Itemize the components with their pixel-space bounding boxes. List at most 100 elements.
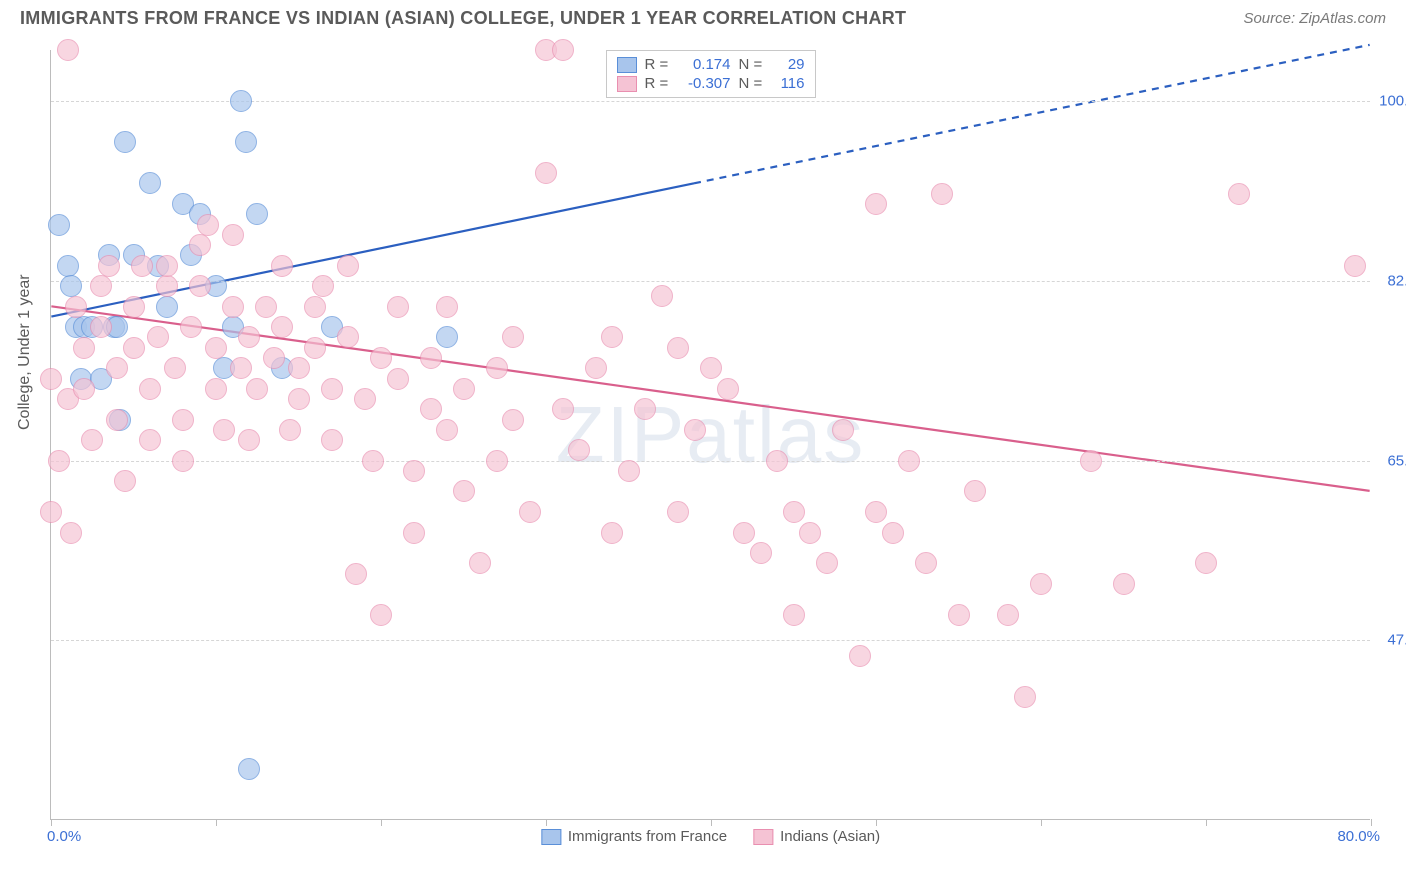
data-point [114, 131, 136, 153]
data-point [486, 357, 508, 379]
data-point [717, 378, 739, 400]
data-point [865, 193, 887, 215]
data-point [263, 347, 285, 369]
data-point [601, 326, 623, 348]
data-point [147, 326, 169, 348]
data-point [98, 255, 120, 277]
series-legend-item: Indians (Asian) [753, 828, 880, 845]
data-point [123, 296, 145, 318]
x-tick [51, 819, 52, 826]
data-point [733, 522, 755, 544]
x-tick [381, 819, 382, 826]
data-point [230, 357, 252, 379]
correlation-legend: R =0.174N =29R =-0.307N =116 [606, 50, 816, 98]
data-point [90, 275, 112, 297]
data-point [436, 296, 458, 318]
data-point [816, 552, 838, 574]
data-point [387, 368, 409, 390]
data-point [139, 378, 161, 400]
data-point [106, 357, 128, 379]
legend-n-value: 29 [775, 56, 805, 73]
data-point [172, 450, 194, 472]
data-point [552, 398, 574, 420]
data-point [568, 439, 590, 461]
data-point [139, 429, 161, 451]
data-point [519, 501, 541, 523]
data-point [337, 326, 359, 348]
data-point [849, 645, 871, 667]
data-point [304, 296, 326, 318]
legend-r-label: R = [645, 56, 673, 73]
legend-n-label: N = [739, 75, 767, 92]
x-min-label: 0.0% [47, 828, 81, 845]
legend-swatch [617, 76, 637, 92]
x-tick [1206, 819, 1207, 826]
data-point [832, 419, 854, 441]
data-point [73, 337, 95, 359]
data-point [238, 326, 260, 348]
data-point [865, 501, 887, 523]
data-point [73, 378, 95, 400]
chart-title: IMMIGRANTS FROM FRANCE VS INDIAN (ASIAN)… [20, 8, 906, 29]
legend-swatch [617, 57, 637, 73]
data-point [700, 357, 722, 379]
series-legend: Immigrants from France Indians (Asian) [541, 828, 880, 845]
legend-swatch [541, 829, 561, 845]
series-legend-item: Immigrants from France [541, 828, 727, 845]
data-point [403, 522, 425, 544]
chart-source: Source: ZipAtlas.com [1243, 10, 1386, 27]
data-point [40, 368, 62, 390]
data-point [370, 604, 392, 626]
data-point [667, 501, 689, 523]
data-point [799, 522, 821, 544]
data-point [948, 604, 970, 626]
data-point [213, 419, 235, 441]
data-point [172, 409, 194, 431]
data-point [1014, 686, 1036, 708]
data-point [123, 337, 145, 359]
data-point [90, 316, 112, 338]
data-point [997, 604, 1019, 626]
data-point [156, 296, 178, 318]
data-point [156, 255, 178, 277]
data-point [230, 90, 252, 112]
data-point [189, 234, 211, 256]
data-point [156, 275, 178, 297]
data-point [354, 388, 376, 410]
data-point [634, 398, 656, 420]
data-point [370, 347, 392, 369]
data-point [403, 460, 425, 482]
scatter-chart: ZIPatlas R =0.174N =29R =-0.307N =116 0.… [50, 50, 1370, 820]
data-point [750, 542, 772, 564]
data-point [222, 224, 244, 246]
x-tick [546, 819, 547, 826]
series-legend-label: Immigrants from France [568, 828, 727, 845]
data-point [271, 316, 293, 338]
data-point [65, 296, 87, 318]
legend-r-value: 0.174 [681, 56, 731, 73]
data-point [453, 480, 475, 502]
data-point [931, 183, 953, 205]
data-point [246, 203, 268, 225]
data-point [106, 409, 128, 431]
data-point [436, 326, 458, 348]
legend-r-label: R = [645, 75, 673, 92]
data-point [552, 39, 574, 61]
data-point [189, 275, 211, 297]
legend-r-value: -0.307 [681, 75, 731, 92]
legend-n-label: N = [739, 56, 767, 73]
y-axis-title: College, Under 1 year [16, 274, 34, 430]
data-point [667, 337, 689, 359]
data-point [1195, 552, 1217, 574]
data-point [898, 450, 920, 472]
data-point [345, 563, 367, 585]
data-point [535, 162, 557, 184]
data-point [40, 501, 62, 523]
data-point [964, 480, 986, 502]
data-point [420, 347, 442, 369]
data-point [288, 388, 310, 410]
data-point [60, 522, 82, 544]
data-point [387, 296, 409, 318]
x-tick [1041, 819, 1042, 826]
data-point [312, 275, 334, 297]
